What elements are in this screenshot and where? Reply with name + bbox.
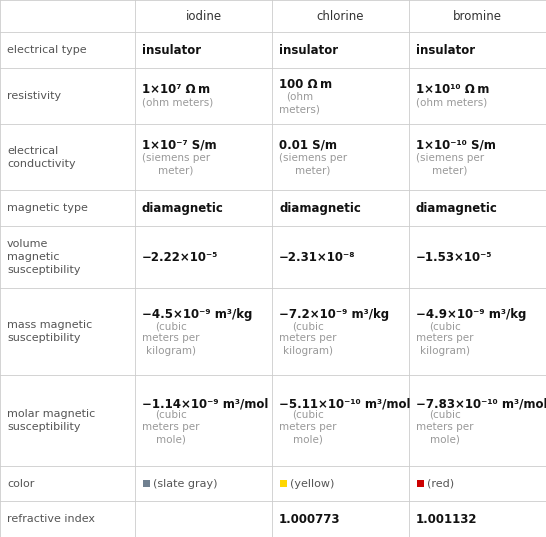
Text: (red): (red) bbox=[427, 478, 454, 489]
Text: diamagnetic: diamagnetic bbox=[279, 202, 361, 215]
Text: molar magnetic
susceptibility: molar magnetic susceptibility bbox=[7, 409, 95, 432]
Text: −2.22×10⁻⁵: −2.22×10⁻⁵ bbox=[142, 251, 218, 264]
Text: (cubic
meters per
kilogram): (cubic meters per kilogram) bbox=[279, 321, 336, 356]
Text: insulator: insulator bbox=[416, 43, 475, 56]
Text: 1×10⁻⁷ S/m: 1×10⁻⁷ S/m bbox=[142, 139, 217, 152]
Text: 1×10⁻¹⁰ S/m: 1×10⁻¹⁰ S/m bbox=[416, 139, 496, 152]
Text: −4.9×10⁻⁹ m³/kg: −4.9×10⁻⁹ m³/kg bbox=[416, 308, 526, 321]
Text: iodine: iodine bbox=[186, 10, 222, 23]
Text: bromine: bromine bbox=[453, 10, 502, 23]
Text: 1.000773: 1.000773 bbox=[279, 513, 341, 526]
Text: (cubic
meters per
mole): (cubic meters per mole) bbox=[416, 410, 473, 445]
Text: −7.2×10⁻⁹ m³/kg: −7.2×10⁻⁹ m³/kg bbox=[279, 308, 389, 321]
Text: −5.11×10⁻¹⁰ m³/mol: −5.11×10⁻¹⁰ m³/mol bbox=[279, 397, 411, 410]
Text: mass magnetic
susceptibility: mass magnetic susceptibility bbox=[7, 320, 92, 343]
Bar bbox=[143, 480, 150, 487]
Text: −1.14×10⁻⁹ m³/mol: −1.14×10⁻⁹ m³/mol bbox=[142, 397, 269, 410]
Text: chlorine: chlorine bbox=[317, 10, 364, 23]
Text: (cubic
meters per
kilogram): (cubic meters per kilogram) bbox=[416, 321, 473, 356]
Text: 1×10¹⁰ Ω m: 1×10¹⁰ Ω m bbox=[416, 83, 489, 96]
Text: (ohm meters): (ohm meters) bbox=[416, 98, 487, 108]
Text: resistivity: resistivity bbox=[7, 91, 61, 101]
Text: insulator: insulator bbox=[279, 43, 338, 56]
Text: diamagnetic: diamagnetic bbox=[416, 202, 498, 215]
Bar bbox=[417, 480, 424, 487]
Text: −4.5×10⁻⁹ m³/kg: −4.5×10⁻⁹ m³/kg bbox=[142, 308, 252, 321]
Text: diamagnetic: diamagnetic bbox=[142, 202, 224, 215]
Text: 0.01 S/m: 0.01 S/m bbox=[279, 139, 337, 152]
Text: 1.001132: 1.001132 bbox=[416, 513, 478, 526]
Text: electrical type: electrical type bbox=[7, 45, 87, 55]
Text: refractive index: refractive index bbox=[7, 514, 95, 524]
Text: (ohm
meters): (ohm meters) bbox=[279, 92, 320, 114]
Text: insulator: insulator bbox=[142, 43, 201, 56]
Text: (siemens per
meter): (siemens per meter) bbox=[279, 153, 347, 176]
Text: −7.83×10⁻¹⁰ m³/mol: −7.83×10⁻¹⁰ m³/mol bbox=[416, 397, 546, 410]
Text: (siemens per
meter): (siemens per meter) bbox=[416, 153, 484, 176]
Text: 100 Ω m: 100 Ω m bbox=[279, 78, 332, 91]
Text: electrical
conductivity: electrical conductivity bbox=[7, 146, 76, 169]
Text: (cubic
meters per
mole): (cubic meters per mole) bbox=[142, 410, 199, 445]
Text: color: color bbox=[7, 478, 34, 489]
Text: magnetic type: magnetic type bbox=[7, 203, 88, 213]
Text: volume
magnetic
susceptibility: volume magnetic susceptibility bbox=[7, 240, 80, 275]
Text: −1.53×10⁻⁵: −1.53×10⁻⁵ bbox=[416, 251, 492, 264]
Text: (yellow): (yellow) bbox=[290, 478, 334, 489]
Text: (siemens per
meter): (siemens per meter) bbox=[142, 153, 210, 176]
Text: 1×10⁷ Ω m: 1×10⁷ Ω m bbox=[142, 83, 210, 96]
Text: (cubic
meters per
kilogram): (cubic meters per kilogram) bbox=[142, 321, 199, 356]
Text: (slate gray): (slate gray) bbox=[153, 478, 217, 489]
Text: (ohm meters): (ohm meters) bbox=[142, 98, 213, 108]
Bar bbox=[280, 480, 287, 487]
Text: (cubic
meters per
mole): (cubic meters per mole) bbox=[279, 410, 336, 445]
Text: −2.31×10⁻⁸: −2.31×10⁻⁸ bbox=[279, 251, 355, 264]
